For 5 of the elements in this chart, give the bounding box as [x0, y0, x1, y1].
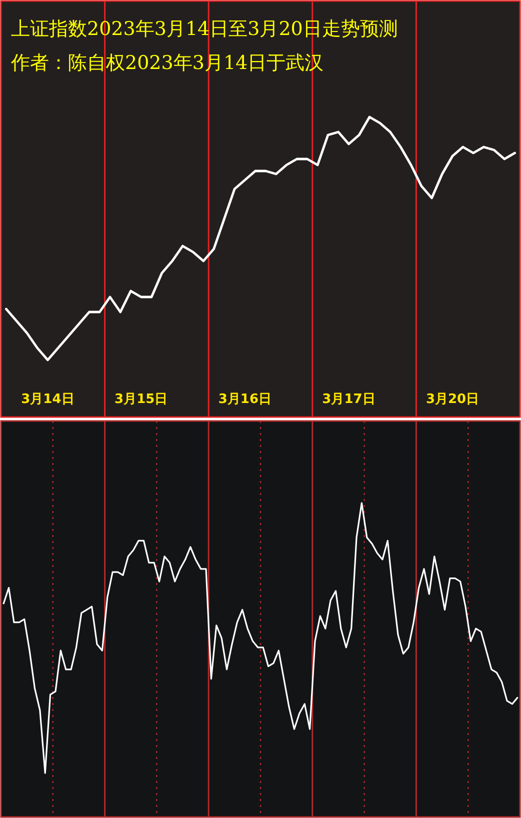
x-tick-label: 3月17日 [322, 392, 376, 407]
x-tick-label: 3月14日 [21, 392, 74, 407]
x-tick-label: 3月15日 [114, 392, 168, 407]
x-tick-label: 3月16日 [218, 392, 272, 407]
x-tick-label: 3月20日 [426, 392, 480, 407]
